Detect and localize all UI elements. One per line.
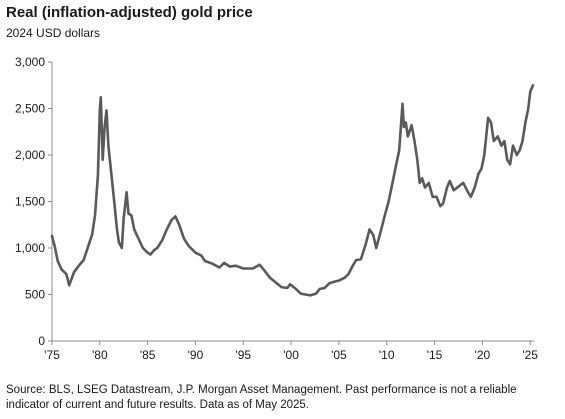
- data-points: [51, 84, 534, 296]
- y-tick-label: 500: [25, 288, 45, 302]
- x-tick-label: '05: [331, 348, 347, 362]
- x-tick-label: '90: [188, 348, 204, 362]
- x-tick-label: '85: [140, 348, 156, 362]
- x-tick-label: '20: [475, 348, 491, 362]
- chart-title: Real (inflation-adjusted) gold price: [6, 4, 253, 21]
- x-axis-ticks: '75 '80 '85 '90 '95 '00 '05 '10 '15 '20 '25: [44, 341, 538, 362]
- y-tick-label: 1,000: [15, 241, 45, 255]
- x-tick-label: '10: [379, 348, 395, 362]
- x-tick-label: '25: [522, 348, 538, 362]
- x-tick-label: '80: [92, 348, 108, 362]
- y-tick-label: 1,500: [15, 195, 45, 209]
- y-axis-ticks: 0 500 1,000 1,500 2,000 2,500 3,000: [15, 55, 52, 348]
- chart-subtitle: 2024 USD dollars: [6, 26, 101, 40]
- x-tick-label: '95: [235, 348, 251, 362]
- gold-price-line: [50, 84, 535, 297]
- y-tick-label: 2,000: [15, 148, 45, 162]
- y-tick-label: 2,500: [15, 102, 45, 116]
- x-tick-label: '15: [427, 348, 443, 362]
- x-tick-label: '00: [283, 348, 299, 362]
- y-tick-label: 3,000: [15, 55, 45, 69]
- y-tick-label: 0: [38, 334, 45, 348]
- source-footnote: Source: BLS, LSEG Datastream, J.P. Morga…: [6, 384, 517, 411]
- x-tick-label: '75: [44, 348, 60, 362]
